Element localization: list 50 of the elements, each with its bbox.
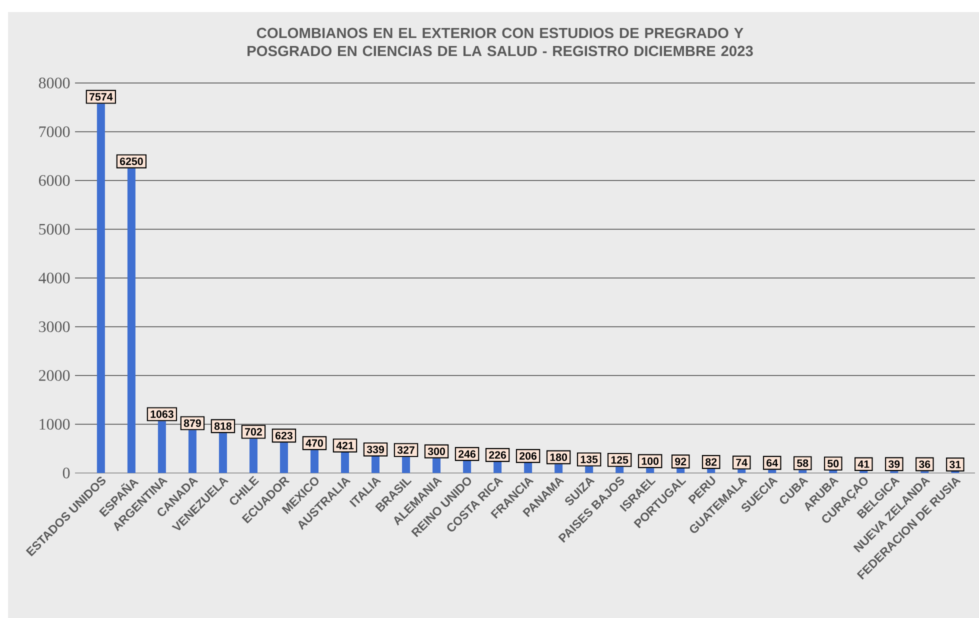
data-label: 818 (214, 422, 232, 430)
y-tick-label: 7000 (39, 126, 70, 138)
data-label: 100 (642, 457, 659, 465)
data-label: 470 (306, 439, 323, 447)
data-label: 74 (736, 458, 748, 466)
data-label: 64 (766, 459, 778, 467)
y-tick-label: 5000 (39, 224, 70, 235)
data-label: 327 (397, 446, 414, 454)
data-label: 421 (336, 442, 354, 450)
data-label: 702 (245, 428, 262, 436)
bar (738, 469, 746, 473)
data-label: 246 (458, 450, 476, 458)
data-label: 41 (858, 460, 870, 468)
data-label: 36 (918, 460, 930, 468)
bar (158, 421, 166, 473)
y-tick-label: 8000 (38, 78, 70, 88)
y-tick-label: 3000 (39, 321, 70, 332)
chart-title: COLOMBIANOS EN EL EXTERIOR CON ESTUDIOS DE PREGRADO Y POSGRADO EN CIENCIAS DE LA SALUD - REGISTRO DICIEMBRE 2023 (248, 28, 753, 56)
data-label: 50 (828, 460, 839, 468)
data-label: 135 (580, 456, 598, 464)
data-label: 58 (797, 459, 808, 467)
data-label: 879 (184, 419, 201, 427)
bar (616, 466, 624, 473)
data-label: 92 (675, 458, 686, 466)
y-tick-label: 4000 (38, 272, 70, 284)
bar (646, 468, 654, 473)
y-tick-label: 1000 (40, 418, 70, 430)
data-label: 206 (520, 452, 537, 460)
bar (798, 470, 807, 473)
bar (676, 468, 685, 473)
data-label: 300 (428, 448, 445, 456)
data-label: 82 (706, 458, 717, 466)
data-label: 339 (366, 446, 384, 454)
y-tick-label: 6000 (38, 175, 70, 186)
data-label: 180 (550, 453, 568, 462)
bar (127, 168, 136, 473)
data-label: 6250 (120, 158, 143, 166)
y-tick-label: 2000 (39, 370, 70, 381)
data-label: 125 (611, 456, 628, 464)
bar (585, 466, 594, 473)
data-label: 623 (275, 432, 292, 440)
bar (768, 470, 776, 473)
data-label: 39 (888, 460, 900, 468)
y-tick-label: 0 (62, 468, 70, 478)
data-label: 31 (949, 460, 961, 468)
bar (707, 468, 716, 473)
data-label: 1063 (150, 410, 174, 418)
data-label: 226 (489, 451, 506, 459)
bar (96, 104, 105, 473)
data-label: 7574 (90, 93, 113, 101)
